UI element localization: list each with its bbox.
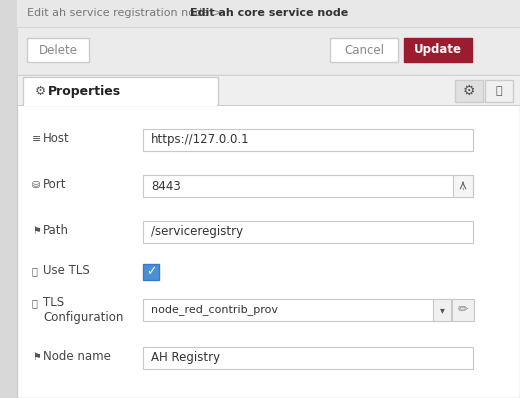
Bar <box>143 175 473 197</box>
Text: /serviceregistry: /serviceregistry <box>151 226 243 238</box>
Text: Port: Port <box>43 178 67 191</box>
Bar <box>404 38 472 62</box>
Text: ⚑: ⚑ <box>32 226 41 236</box>
Bar <box>433 299 451 321</box>
Text: Cancel: Cancel <box>344 43 384 57</box>
Text: ⚑: ⚑ <box>32 352 41 362</box>
Text: Edit ah service registration node >: Edit ah service registration node > <box>27 8 225 18</box>
Text: ⛁: ⛁ <box>32 180 40 190</box>
Bar <box>27 38 89 62</box>
Text: TLS: TLS <box>43 297 64 310</box>
Text: ≡: ≡ <box>32 134 42 144</box>
Text: ൯: ൯ <box>32 266 38 276</box>
Bar <box>143 129 473 151</box>
Text: AH Registry: AH Registry <box>151 351 220 365</box>
Text: ‹: ‹ <box>462 186 464 192</box>
Text: https://127.0.0.1: https://127.0.0.1 <box>151 133 250 146</box>
Text: Configuration: Configuration <box>43 310 123 324</box>
Bar <box>143 264 159 280</box>
Text: Update: Update <box>414 43 462 57</box>
Bar <box>485 80 513 102</box>
Bar <box>17 105 520 106</box>
Bar <box>452 299 474 321</box>
Text: Node name: Node name <box>43 351 111 363</box>
Text: Host: Host <box>43 133 70 146</box>
Bar <box>143 347 473 369</box>
Bar <box>17 27 520 75</box>
Text: ൯: ൯ <box>32 298 38 308</box>
Bar <box>143 221 473 243</box>
Bar <box>17 75 520 105</box>
Bar <box>330 38 398 62</box>
Text: ‸: ‸ <box>462 178 464 184</box>
Bar <box>17 0 520 27</box>
Text: Properties: Properties <box>48 84 121 98</box>
Text: node_red_contrib_prov: node_red_contrib_prov <box>151 304 278 316</box>
Text: ✓: ✓ <box>146 265 156 279</box>
Text: Use TLS: Use TLS <box>43 265 90 277</box>
Text: Edit ah core service node: Edit ah core service node <box>190 8 348 18</box>
Text: 📄: 📄 <box>496 86 502 96</box>
Bar <box>23 77 218 105</box>
Text: ✏: ✏ <box>458 304 468 316</box>
Text: ⚙: ⚙ <box>35 84 46 98</box>
Bar <box>453 175 473 197</box>
Text: ▾: ▾ <box>439 305 445 315</box>
Bar <box>143 299 451 321</box>
Text: 8443: 8443 <box>151 179 181 193</box>
Bar <box>0 0 17 398</box>
Text: Delete: Delete <box>38 43 77 57</box>
Text: ⚙: ⚙ <box>463 84 475 98</box>
Bar <box>17 75 520 398</box>
Bar <box>455 80 483 102</box>
Text: Path: Path <box>43 224 69 238</box>
Bar <box>24 103 217 106</box>
